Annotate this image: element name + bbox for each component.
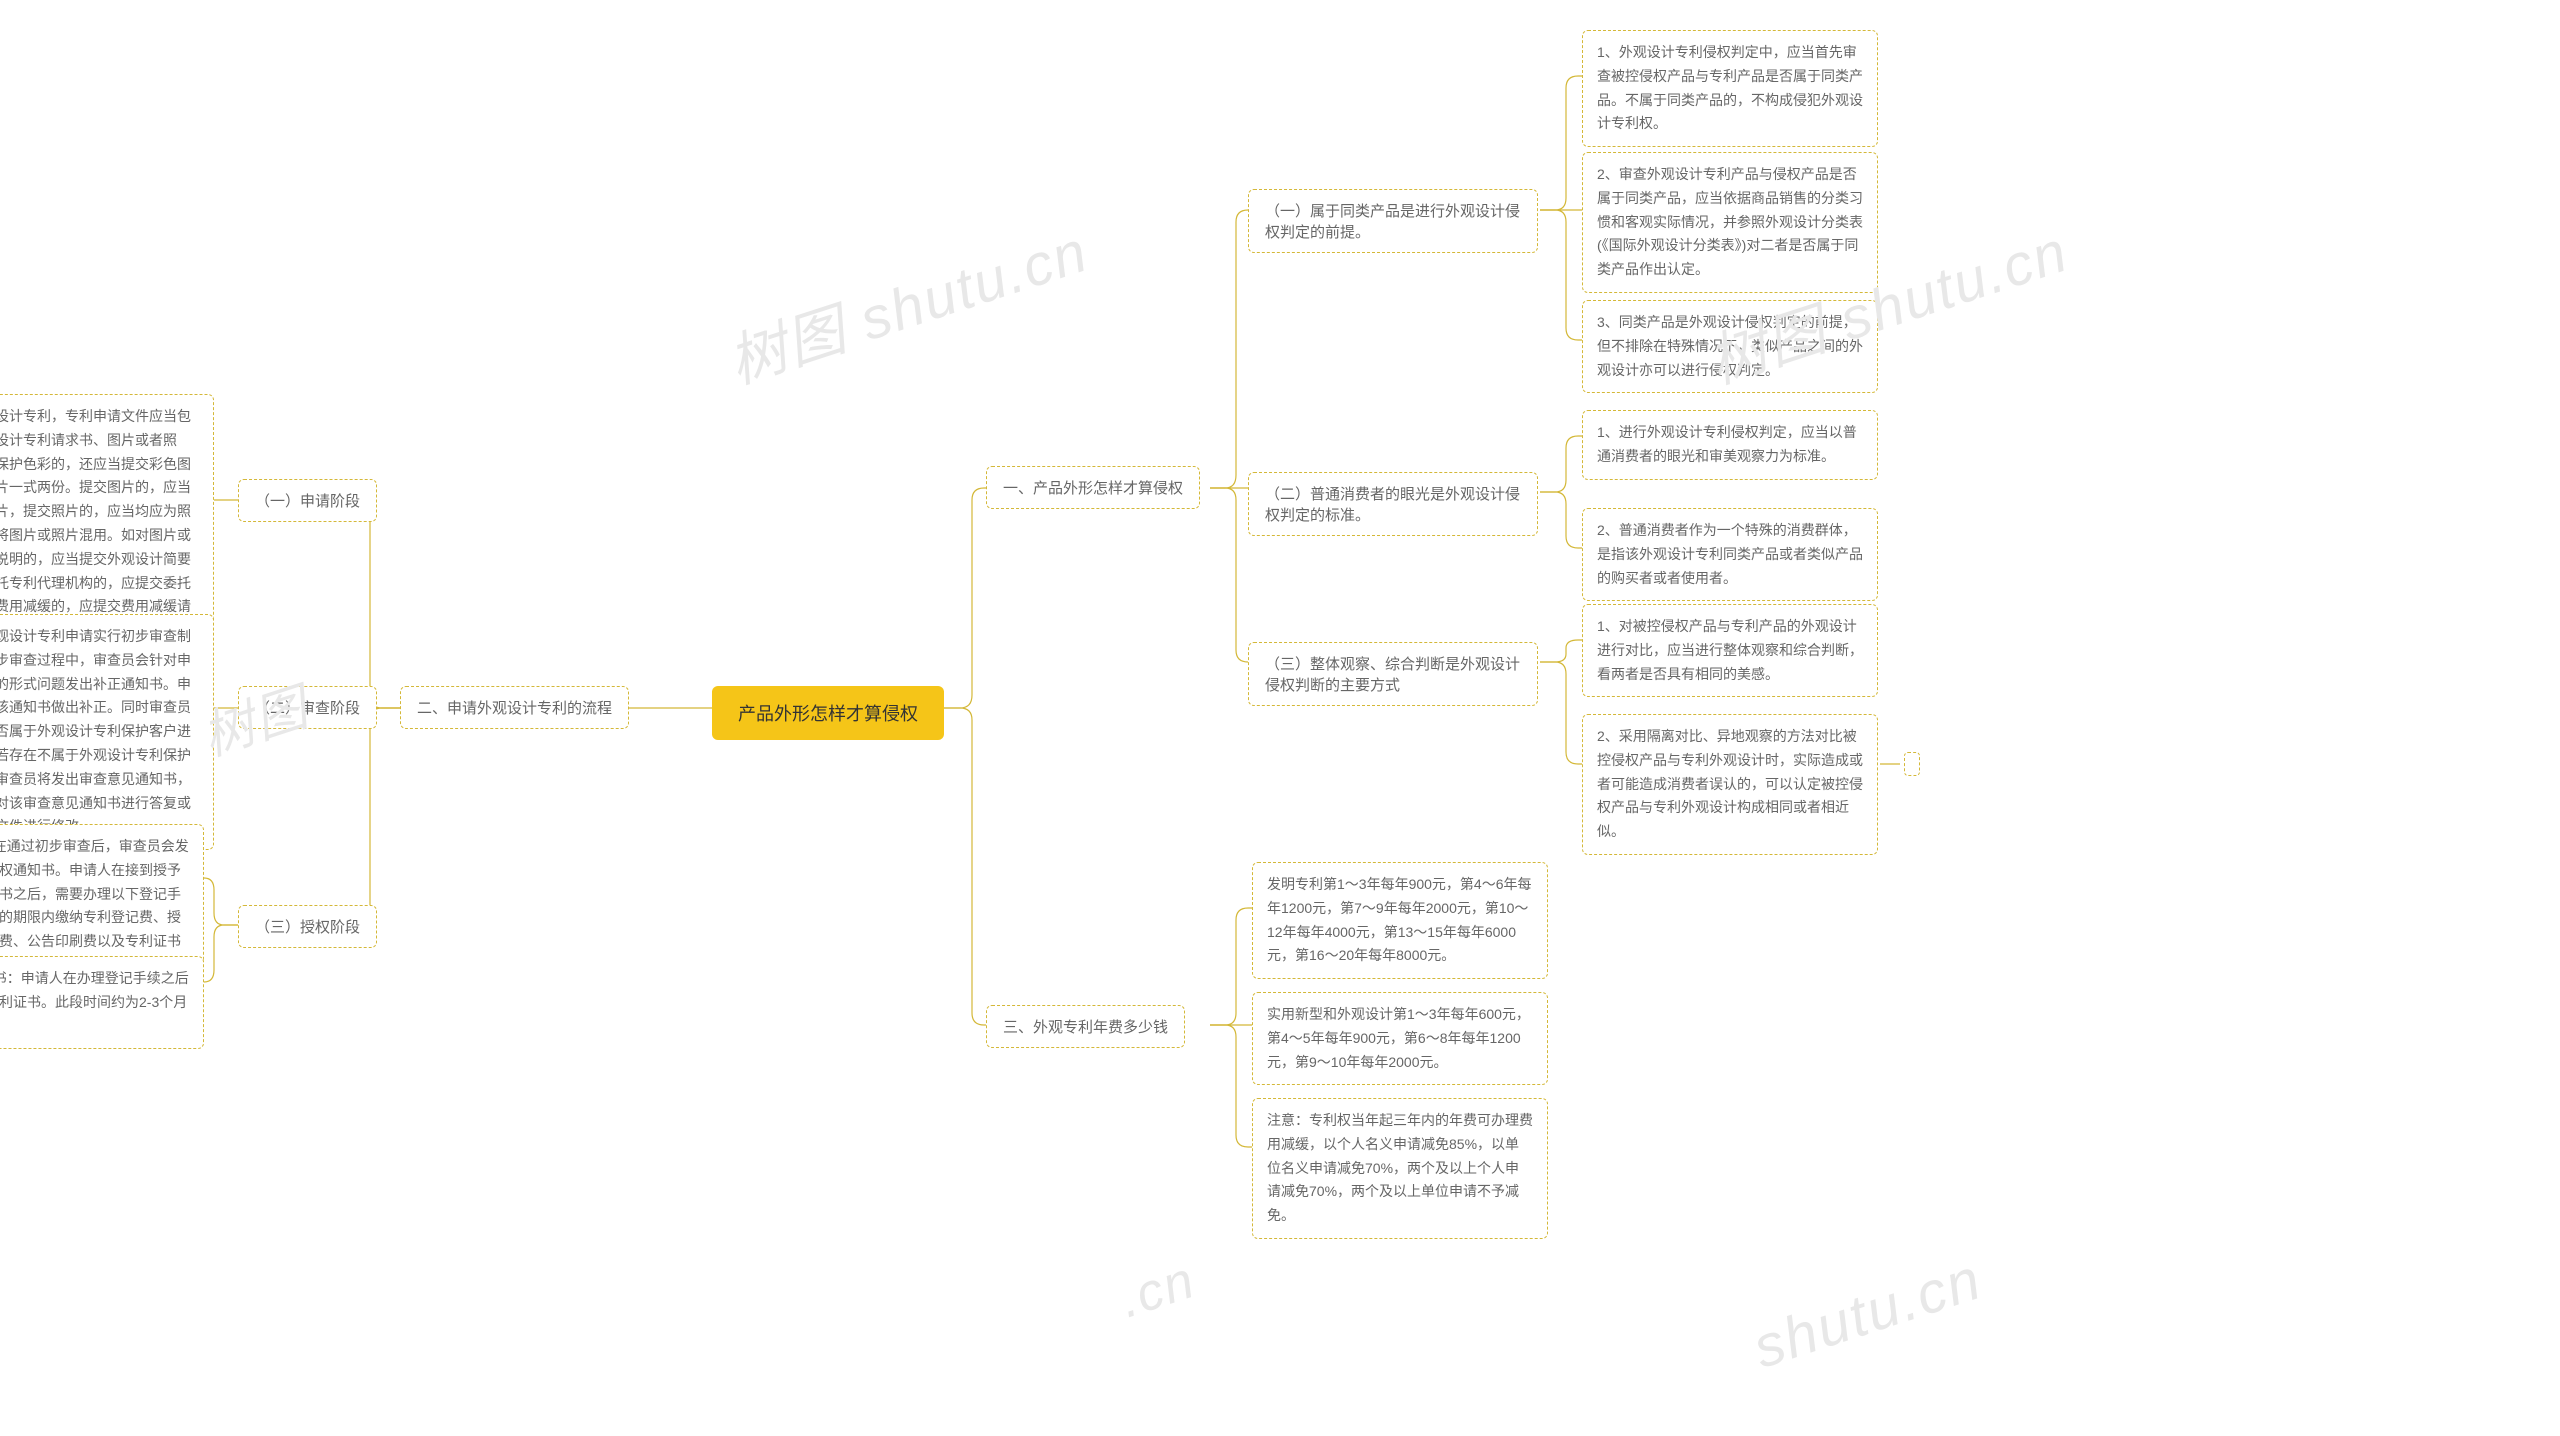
section2-sub2: （二）审查阶段 bbox=[238, 686, 377, 729]
collapsed-stub[interactable] bbox=[1904, 752, 1920, 776]
section1-sub1-leaf2: 2、审查外观设计专利产品与侵权产品是否属于同类产品，应当依据商品销售的分类习惯和… bbox=[1582, 152, 1878, 293]
section2-sub2-leaf1: 中国对外观设计专利申请实行初步审查制度。在初步审查过程中，审查员会针对申请文件中… bbox=[0, 614, 214, 850]
watermark: .cn bbox=[1113, 1250, 1203, 1330]
section1-sub2-leaf2: 2、普通消费者作为一个特殊的消费群体，是指该外观设计专利同类产品或者类似产品的购… bbox=[1582, 508, 1878, 601]
section2: 二、申请外观设计专利的流程 bbox=[400, 686, 629, 729]
section2-sub3: （三）授权阶段 bbox=[238, 905, 377, 948]
section1-sub1: （一）属于同类产品是进行外观设计侵权判定的前提。 bbox=[1248, 189, 1538, 253]
section2-sub1: （一）申请阶段 bbox=[238, 479, 377, 522]
section1-sub3-leaf1: 1、对被控侵权产品与专利产品的外观设计进行对比，应当进行整体观察和综合判断，看两… bbox=[1582, 604, 1878, 697]
watermark: 树图 shutu.cn bbox=[716, 204, 1097, 399]
section3: 三、外观专利年费多少钱 bbox=[986, 1005, 1185, 1048]
section3-leaf2: 实用新型和外观设计第1～3年每年600元，第4～5年每年900元，第6～8年每年… bbox=[1252, 992, 1548, 1085]
section1-sub2: （二）普通消费者的眼光是外观设计侵权判定的标准。 bbox=[1248, 472, 1538, 536]
section1-sub1-leaf1: 1、外观设计专利侵权判定中，应当首先审查被控侵权产品与专利产品是否属于同类产品。… bbox=[1582, 30, 1878, 147]
root-node: 产品外形怎样才算侵权 bbox=[712, 686, 944, 740]
section1: 一、产品外形怎样才算侵权 bbox=[986, 466, 1200, 509]
section1-sub1-leaf3: 3、同类产品是外观设计侵权判定的前提，但不排除在特殊情况下，类似产品之间的外观设… bbox=[1582, 300, 1878, 393]
section3-leaf1: 发明专利第1～3年每年900元，第4～6年每年1200元，第7～9年每年2000… bbox=[1252, 862, 1548, 979]
section3-leaf3: 注意：专利权当年起三年内的年费可办理费用减缓，以个人名义申请减免85%，以单位名… bbox=[1252, 1098, 1548, 1239]
watermark: shutu.cn bbox=[1745, 1245, 1989, 1381]
section1-sub3-leaf2: 2、采用隔离对比、异地观察的方法对比被控侵权产品与专利外观设计时，实际造成或者可… bbox=[1582, 714, 1878, 855]
section2-sub3-leaf2: 2、颁发证书：申请人在办理登记手续之后即可获得专利证书。此段时间约为2-3个月左… bbox=[0, 956, 204, 1049]
section1-sub2-leaf1: 1、进行外观设计专利侵权判定，应当以普通消费者的眼光和审美观察力为标准。 bbox=[1582, 410, 1878, 480]
section1-sub3: （三）整体观察、综合判断是外观设计侵权判断的主要方式 bbox=[1248, 642, 1538, 706]
